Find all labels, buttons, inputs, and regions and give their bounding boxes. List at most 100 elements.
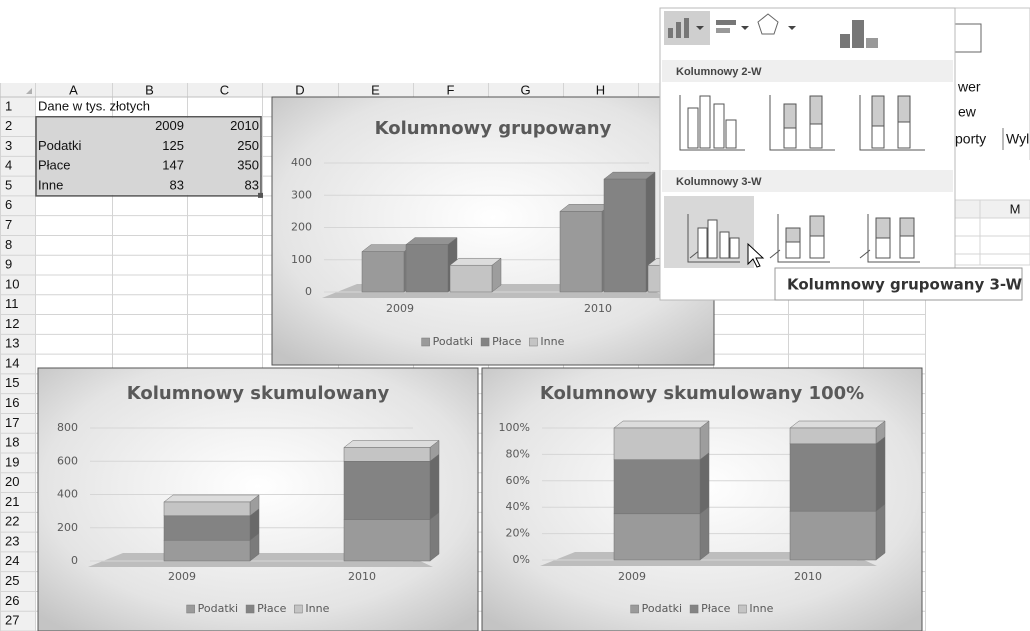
icon [729, 237, 740, 259]
bar [559, 211, 603, 293]
bar-button[interactable] [716, 20, 736, 25]
chart-title: Kolumnowy grupowany [375, 118, 612, 139]
section-header [662, 60, 953, 82]
icon-stacked[interactable] [766, 90, 846, 152]
column-header-label: F [447, 82, 455, 97]
row-header-label: 14 [5, 355, 19, 370]
cell-text: Podatki [38, 138, 81, 153]
bar [163, 515, 251, 541]
y-tick-label: 200 [57, 521, 78, 534]
y-tick-label: 40% [506, 500, 530, 513]
icon [788, 26, 796, 30]
legend-swatch [689, 604, 699, 614]
legend: Podatki Płace Inne [630, 602, 774, 615]
icon [866, 38, 878, 48]
legend: Podatki Płace Inne [186, 602, 330, 615]
row-header-label: 1 [5, 98, 12, 113]
x-tick-label: 2009 [386, 302, 414, 315]
column-header-label: H [596, 82, 605, 97]
tooltip [774, 267, 1023, 301]
legend-swatch [294, 604, 303, 614]
ribbon-label: wer [957, 79, 981, 95]
bar-top [343, 440, 440, 448]
icon [716, 28, 730, 33]
icon [852, 20, 864, 48]
bar-side [875, 503, 886, 561]
range-border [35, 116, 262, 197]
bar [603, 178, 647, 293]
chart-dropdown [659, 7, 1023, 301]
legend-swatch [186, 604, 195, 614]
icon [684, 18, 689, 38]
y-tick-label: 0 [305, 285, 312, 298]
legend-swatch [421, 337, 430, 347]
row-header-label: 22 [5, 514, 19, 529]
row-header-label: 17 [5, 415, 19, 430]
row-header-label: 10 [5, 276, 19, 291]
icon [725, 119, 737, 149]
y-tick-label: 400 [291, 156, 312, 169]
icon [687, 107, 699, 149]
row-header-label: 27 [5, 613, 19, 628]
bar [789, 510, 877, 561]
cell-number: 250 [237, 138, 259, 153]
bar [361, 251, 405, 293]
icon [679, 95, 745, 151]
row-header-label: 5 [5, 177, 12, 192]
cell-number: 147 [162, 158, 184, 173]
y-tick-label: 0 [71, 554, 78, 567]
icon [783, 103, 797, 129]
icon [897, 95, 911, 123]
column-header-label: C [220, 82, 229, 97]
row-header-label: 26 [5, 593, 19, 608]
bar-side [429, 453, 440, 520]
mouse-cursor [747, 242, 765, 268]
bar [789, 443, 877, 512]
icon [809, 95, 823, 125]
legend-swatch [738, 604, 747, 614]
icon [719, 231, 730, 259]
icon [840, 34, 850, 48]
icon [785, 227, 801, 243]
row-header-label: 11 [5, 296, 19, 311]
column-header-label: E [371, 82, 380, 97]
bar-top [603, 171, 656, 180]
chart-title: Kolumnowy skumulowany [127, 383, 390, 404]
legend-label: Inne [305, 602, 329, 615]
row-header-label: 20 [5, 474, 19, 489]
cell-number: 83 [245, 177, 259, 192]
bar-side [699, 506, 710, 561]
x-tick-label: 2010 [584, 302, 612, 315]
column-header-label: A [69, 82, 78, 97]
row-header-label: 24 [5, 553, 19, 568]
charts: Kolumnowy grupowany 0 100 200 300 400 2009 2010… [37, 96, 923, 631]
icon [713, 103, 725, 149]
row-header-label: 23 [5, 533, 19, 548]
row-header-label: 19 [5, 454, 19, 469]
bar [343, 461, 431, 520]
column-header-label: G [520, 82, 530, 97]
row-header-label: 6 [5, 197, 12, 212]
y-tick-label: 20% [506, 527, 530, 540]
icon-stacked-100[interactable] [856, 90, 936, 152]
chart-icons-3d [687, 214, 920, 263]
icon [697, 227, 708, 259]
radar-button[interactable] [757, 13, 779, 35]
chart-title: Kolumnowy skumulowany 100% [540, 383, 864, 404]
row-header-label: 13 [5, 336, 19, 351]
x-tick-label: 2009 [168, 570, 196, 583]
y-tick-label: 400 [57, 488, 78, 501]
legend-swatch [529, 337, 538, 347]
cell-number: 2009 [155, 118, 184, 133]
y-tick-label: 60% [506, 474, 530, 487]
icon [859, 214, 920, 263]
tooltip-text: Kolumnowy grupowany 3-W [787, 276, 1022, 294]
chart: Kolumnowy skumulowany 0 200 400 600 800 2009 20… [37, 367, 479, 631]
row-header-label: 16 [5, 395, 19, 410]
cell-number: 350 [237, 158, 259, 173]
bar [613, 513, 701, 561]
bar [163, 501, 251, 517]
legend-label: Płace [257, 602, 287, 615]
section-title: Kolumnowy 3-W [676, 176, 762, 188]
